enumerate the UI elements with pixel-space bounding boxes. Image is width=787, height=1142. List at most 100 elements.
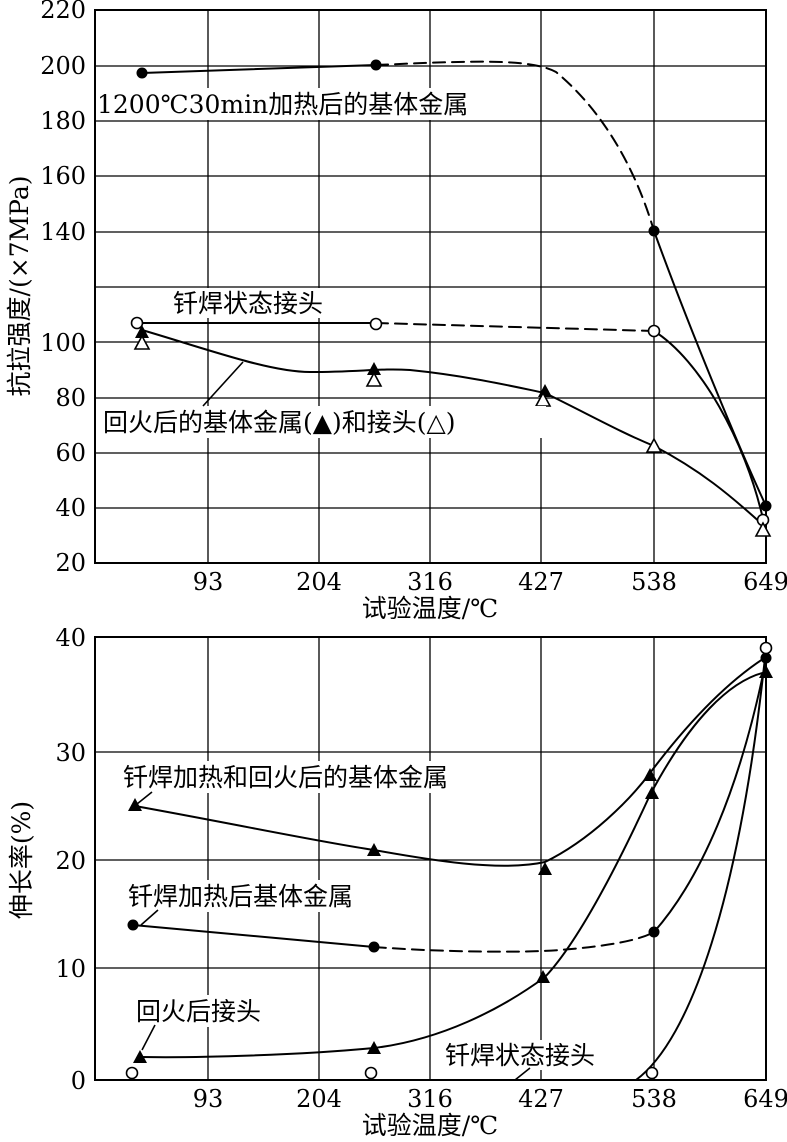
elongation-y-tick-30: 30 [55,739,86,767]
marker-open-circle [647,324,661,338]
marker-filled-circle [127,919,139,931]
base-metal-1200c-curve-drop [653,230,767,507]
strength-y-tick-40: 40 [55,494,86,522]
strength-x-tick-316: 316 [407,568,453,596]
marker-open-circle [369,317,383,331]
annotation-backdrop [96,88,516,120]
leader-line [514,1067,531,1081]
strength-y-tick-160: 160 [40,162,86,190]
marker-open-circle [645,1066,659,1080]
as-brazed-joint-curve-dashed [375,322,655,332]
marker-filled-triangle [128,798,142,811]
annotation-backdrop [100,406,546,438]
elongation-x-tick-204: 204 [296,1085,342,1113]
strength-y-tick-80: 80 [55,384,86,412]
marker-filled-circle [648,225,660,237]
elongation-y-tick-40: 40 [55,624,86,652]
marker-filled-triangle [135,325,149,338]
marker-open-circle [759,641,773,655]
leader-line [202,361,244,407]
elongation-x-tick-538: 538 [631,1085,677,1113]
strength-x-tick-538: 538 [631,568,677,596]
as-brazed-joint-elongation-curve [635,647,767,1081]
base-metal-1200c-curve-solid [141,64,377,74]
annotation-brazed-heated-base-metal: 钎焊加热后基体金属 [128,882,353,911]
strength-y-tick-220: 220 [40,0,86,24]
annotation-base-metal-1200c: 1200℃30min加热后的基体金属 [97,90,468,119]
brazed-heated-base-metal-curve-rise [653,659,767,933]
marker-open-circle [364,1066,378,1080]
marker-open-circle [125,1066,139,1080]
elongation-y-tick-20: 20 [55,847,86,875]
strength-x-ticks: 93 204 316 427 538 649 [193,568,787,596]
marker-filled-triangle [367,362,381,375]
brazed-heated-base-metal-curve-dashed [373,931,655,953]
strength-x-tick-649: 649 [743,568,787,596]
elongation-grid [95,637,766,1080]
annotation-backdrop [442,1040,638,1070]
strength-y-tick-100: 100 [40,329,86,357]
marker-open-triangle [133,334,151,350]
marker-filled-triangle [538,384,552,397]
marker-filled-triangle [759,665,773,678]
strength-y-tick-20: 20 [55,549,86,577]
annotation-brazed-heated-tempered-base-metal: 钎焊加热和回火后的基体金属 [123,763,448,792]
elongation-y-axis-title: 伸长率(%) [7,801,36,919]
marker-filled-circle [648,926,660,938]
marker-filled-triangle [538,862,552,875]
elongation-plot-frame [94,636,767,1081]
elongation-x-tick-316: 316 [407,1085,453,1113]
base-metal-1200c-curve-dashed [375,60,655,232]
elongation-x-ticks: 93 204 316 427 538 649 [193,1085,787,1113]
as-brazed-joint-curve-drop [653,330,764,520]
annotation-backdrop [133,995,295,1027]
marker-filled-triangle [645,786,659,799]
brazed-heated-base-metal-curve-solid [132,924,375,948]
brazed-heated-tempered-base-metal-curve [134,656,767,867]
elongation-x-tick-427: 427 [518,1085,564,1113]
strength-curves [136,60,767,526]
annotation-backdrop [125,880,413,912]
strength-y-axis-title: 抗拉强度/(×7MPa) [5,176,34,397]
marker-open-triangle [365,371,383,387]
marker-open-triangle [754,521,772,537]
elongation-y-tick-10: 10 [55,955,86,983]
leader-line [141,1024,156,1051]
marker-filled-triangle [536,970,550,983]
annotation-backdrop [120,761,534,793]
strength-x-tick-427: 427 [518,568,564,596]
marker-open-triangle [645,437,663,453]
marker-filled-triangle [133,1050,147,1063]
strength-x-axis-title: 试验温度/℃ [362,594,498,623]
leader-line [140,909,159,926]
marker-filled-circle [368,941,380,953]
elongation-x-tick-93: 93 [193,1085,224,1113]
elongation-markers [125,641,773,1080]
strength-y-tick-200: 200 [40,52,86,80]
annotation-tempered-joint: 回火后接头 [136,997,261,1026]
marker-filled-circle [760,500,772,512]
tempered-base-metal-curve [141,329,546,394]
elongation-x-tick-649: 649 [743,1085,787,1113]
marker-filled-circle [370,59,382,71]
annotation-as-brazed-joint-elongation: 钎焊状态接头 [445,1041,595,1070]
strength-plot-frame [94,9,767,564]
marker-filled-circle [136,67,148,79]
marker-filled-triangle [643,768,657,781]
strength-x-tick-93: 93 [193,568,224,596]
elongation-chart: 40 30 20 10 0 93 204 316 427 538 649 试验温… [7,624,787,1140]
strength-markers [130,59,772,537]
marker-open-circle [130,316,144,330]
leader-line [136,791,153,805]
elongation-x-axis-title: 试验温度/℃ [362,1111,498,1140]
strength-x-tick-204: 204 [296,568,342,596]
elongation-y-ticks: 40 30 20 10 0 [55,624,86,1095]
annotation-tempered-base-metal-and-joint: 回火后的基体金属(▲)和接头(△) [103,408,455,437]
strength-chart: 220 200 180 160 140 100 80 60 40 20 93 2… [5,0,787,623]
annotation-as-brazed-joint: 钎焊状态接头 [173,289,323,318]
elongation-y-tick-0: 0 [71,1067,86,1095]
marker-filled-circle [760,652,772,664]
marker-filled-triangle [367,843,381,856]
strength-y-ticks: 220 200 180 160 140 100 80 60 40 20 [40,0,86,577]
